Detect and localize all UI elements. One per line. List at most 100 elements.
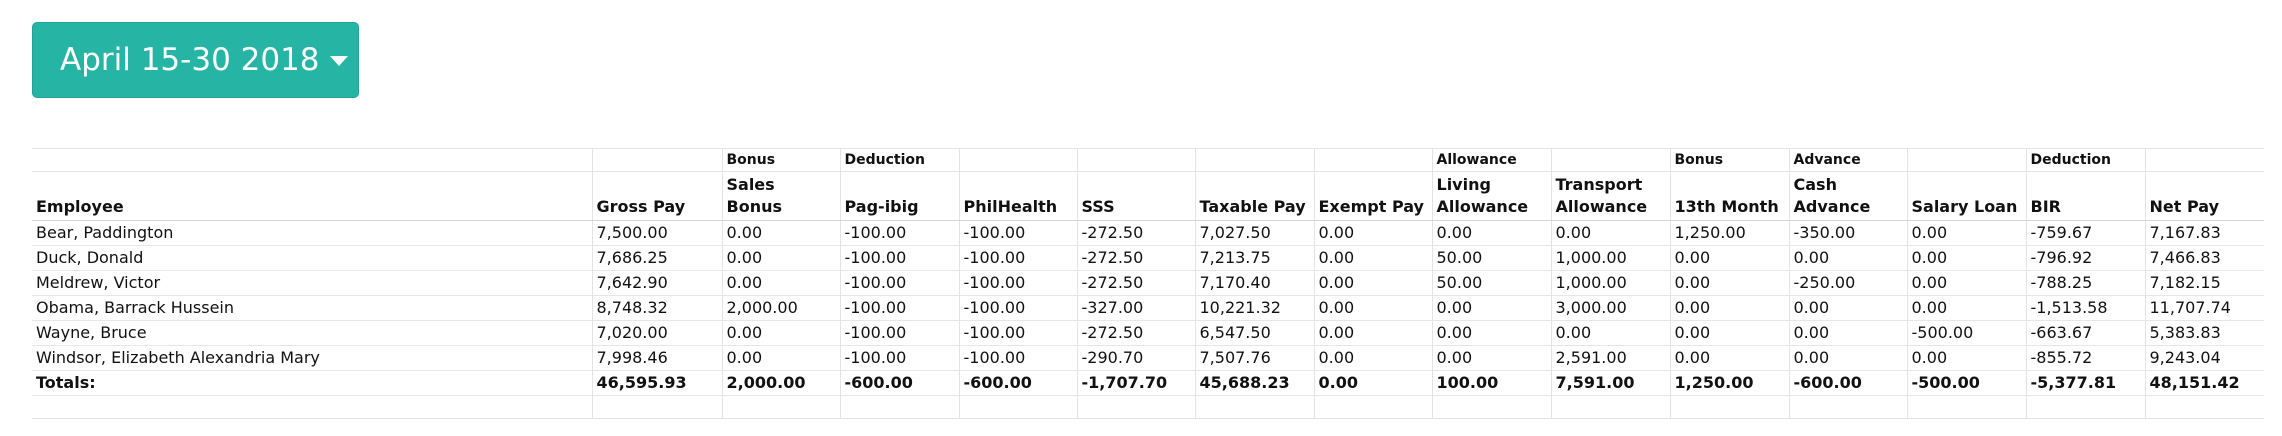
cell-living-allowance: 0.00: [1431, 345, 1551, 371]
cell-philhealth: -100.00: [958, 245, 1077, 271]
total-philhealth: -600.00: [958, 370, 1077, 396]
cell-exempt-pay: 0.00: [1313, 245, 1432, 271]
cell-13th-month: 0.00: [1669, 345, 1789, 371]
cell-philhealth: -100.00: [958, 295, 1077, 321]
cell-gross-pay: 8,748.32: [591, 295, 722, 321]
cell-13th-month: 1,250.00: [1669, 220, 1789, 246]
total-salary-loan: -500.00: [1906, 370, 2026, 396]
empty-cell: [2025, 395, 2145, 419]
employee-name-cell: Duck, Donald: [32, 245, 592, 271]
empty-cell: [2144, 395, 2264, 419]
cell-transport-allowance: 0.00: [1550, 320, 1670, 346]
group-header-blank: [958, 148, 1077, 172]
caret-down-icon: [329, 56, 348, 66]
cell-salary-loan: 0.00: [1906, 220, 2026, 246]
cell-taxable-pay: 7,170.40: [1194, 270, 1314, 296]
total-gross-pay: 46,595.93: [591, 370, 722, 396]
total-net-pay: 48,151.42: [2144, 370, 2264, 396]
cell-transport-allowance: 1,000.00: [1550, 245, 1670, 271]
group-header-blank: [1906, 148, 2026, 172]
cell-net-pay: 7,182.15: [2144, 270, 2264, 296]
cell-philhealth: -100.00: [958, 320, 1077, 346]
table-row: Bear, Paddington 7,500.00 0.00 -100.00 -100.…: [32, 220, 2264, 246]
column-header-row: Employee Gross Pay Sales Bonus Pag-ibig Phil…: [32, 171, 2264, 221]
employee-name-cell: Wayne, Bruce: [32, 320, 592, 346]
cell-philhealth: -100.00: [958, 345, 1077, 371]
cell-philhealth: -100.00: [958, 270, 1077, 296]
cell-bir: -855.72: [2025, 345, 2145, 371]
cell-gross-pay: 7,642.90: [591, 270, 722, 296]
cell-cash-advance: 0.00: [1788, 295, 1907, 321]
cell-exempt-pay: 0.00: [1313, 345, 1432, 371]
period-dropdown-button[interactable]: April 15-30 2018: [32, 22, 359, 98]
cell-taxable-pay: 10,221.32: [1194, 295, 1314, 321]
cell-sales-bonus: 0.00: [721, 270, 840, 296]
table-row: Duck, Donald 7,686.25 0.00 -100.00 -100.00 -2…: [32, 245, 2264, 271]
group-header-advance: Advance: [1788, 148, 1907, 172]
total-living-allowance: 100.00: [1431, 370, 1551, 396]
cell-cash-advance: 0.00: [1788, 245, 1907, 271]
column-header-employee: Employee: [32, 171, 592, 221]
column-header-sss: SSS: [1076, 171, 1195, 221]
totals-label: Totals:: [32, 370, 592, 396]
empty-cell: [1669, 395, 1789, 419]
cell-pag-ibig: -100.00: [839, 220, 959, 246]
cell-bir: -663.67: [2025, 320, 2145, 346]
cell-exempt-pay: 0.00: [1313, 270, 1432, 296]
empty-cell: [1431, 395, 1551, 419]
total-sales-bonus: 2,000.00: [721, 370, 840, 396]
cell-salary-loan: 0.00: [1906, 245, 2026, 271]
column-header-gross-pay: Gross Pay: [591, 171, 722, 221]
cell-salary-loan: 0.00: [1906, 270, 2026, 296]
cell-bir: -1,513.58: [2025, 295, 2145, 321]
employee-name-cell: Meldrew, Victor: [32, 270, 592, 296]
cell-exempt-pay: 0.00: [1313, 220, 1432, 246]
cell-13th-month: 0.00: [1669, 320, 1789, 346]
payroll-table: Bonus Deduction Allowance Bonus Advance Deduc…: [32, 148, 2264, 419]
cell-net-pay: 5,383.83: [2144, 320, 2264, 346]
cell-salary-loan: 0.00: [1906, 295, 2026, 321]
column-header-cash-advance: Cash Advance: [1788, 171, 1907, 221]
group-header-blank: [2144, 148, 2264, 172]
cell-net-pay: 7,167.83: [2144, 220, 2264, 246]
empty-cell: [591, 395, 722, 419]
column-header-taxable-pay: Taxable Pay: [1194, 171, 1314, 221]
cell-living-allowance: 0.00: [1431, 295, 1551, 321]
table-row: Wayne, Bruce 7,020.00 0.00 -100.00 -100.00 -2…: [32, 320, 2264, 346]
cell-living-allowance: 0.00: [1431, 320, 1551, 346]
employee-name-cell: Windsor, Elizabeth Alexandria Mary: [32, 345, 592, 371]
cell-sss: -290.70: [1076, 345, 1195, 371]
column-header-sales-bonus: Sales Bonus: [721, 171, 840, 221]
cell-net-pay: 11,707.74: [2144, 295, 2264, 321]
cell-13th-month: 0.00: [1669, 270, 1789, 296]
cell-sales-bonus: 0.00: [721, 220, 840, 246]
cell-pag-ibig: -100.00: [839, 295, 959, 321]
column-header-salary-loan: Salary Loan: [1906, 171, 2026, 221]
empty-cell: [1550, 395, 1670, 419]
group-header-blank: [1076, 148, 1195, 172]
cell-cash-advance: 0.00: [1788, 320, 1907, 346]
group-header-allowance: Allowance: [1431, 148, 1551, 172]
cell-sss: -272.50: [1076, 245, 1195, 271]
total-taxable-pay: 45,688.23: [1194, 370, 1314, 396]
empty-cell: [1076, 395, 1195, 419]
total-exempt-pay: 0.00: [1313, 370, 1432, 396]
cell-sss: -327.00: [1076, 295, 1195, 321]
cell-cash-advance: 0.00: [1788, 345, 1907, 371]
cell-13th-month: 0.00: [1669, 295, 1789, 321]
total-sss: -1,707.70: [1076, 370, 1195, 396]
group-header-row: Bonus Deduction Allowance Bonus Advance Deduc…: [32, 148, 2264, 172]
cell-exempt-pay: 0.00: [1313, 295, 1432, 321]
group-header-blank: [1313, 148, 1432, 172]
cell-sales-bonus: 0.00: [721, 245, 840, 271]
cell-taxable-pay: 6,547.50: [1194, 320, 1314, 346]
group-header-deduction: Deduction: [839, 148, 959, 172]
cell-pag-ibig: -100.00: [839, 270, 959, 296]
column-header-pag-ibig: Pag-ibig: [839, 171, 959, 221]
empty-cell: [32, 395, 592, 419]
column-header-bir: BIR: [2025, 171, 2145, 221]
cell-net-pay: 7,466.83: [2144, 245, 2264, 271]
cell-philhealth: -100.00: [958, 220, 1077, 246]
employee-name-cell: Obama, Barrack Hussein: [32, 295, 592, 321]
